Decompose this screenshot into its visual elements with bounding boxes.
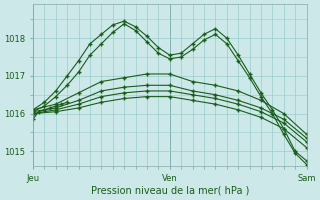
X-axis label: Pression niveau de la mer( hPa ): Pression niveau de la mer( hPa ) (91, 186, 249, 196)
